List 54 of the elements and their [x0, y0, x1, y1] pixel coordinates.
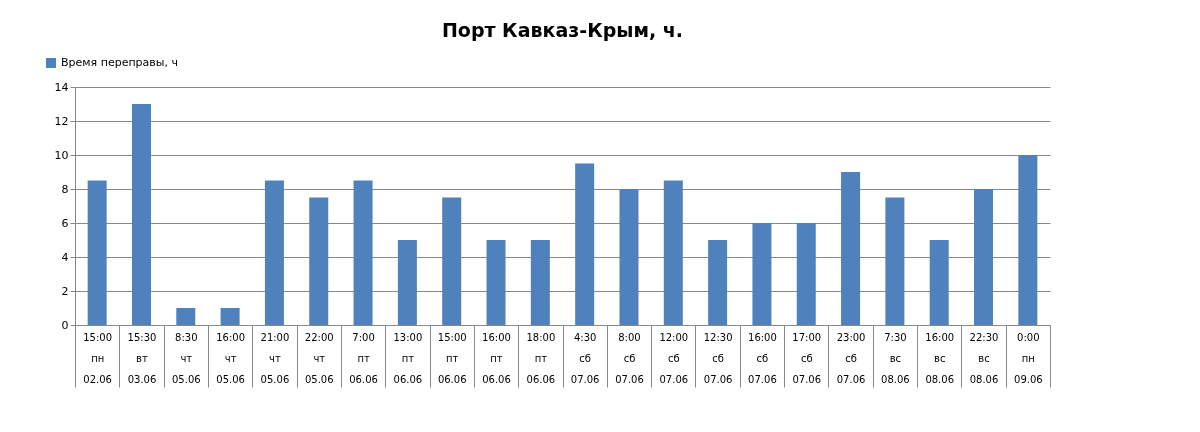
bar [309, 197, 329, 325]
y-tick-label: 6 [61, 216, 69, 230]
y-tick-label: 14 [54, 80, 69, 94]
bar [1018, 155, 1038, 325]
x-tick-label: 16:00 сб 07.06 [748, 331, 777, 385]
x-tick-label: 18:00 пт 06.06 [526, 331, 556, 385]
x-tick-label: 22:00 чт 05.06 [304, 331, 334, 385]
bar [397, 240, 417, 325]
x-tick-label: 21:00 чт 05.06 [260, 331, 290, 385]
x-tick-label: 8:00 сб 07.06 [615, 331, 644, 385]
bar [486, 240, 506, 325]
bar [841, 172, 861, 325]
x-tick-label: 16:00 вс 08.06 [925, 331, 955, 385]
x-tick-label: 8:30 чт 05.06 [171, 331, 201, 385]
bar [619, 189, 639, 325]
x-tick-label: 16:00 пт 06.06 [482, 331, 511, 385]
bar [575, 163, 595, 325]
bar [353, 180, 373, 325]
y-tick-label: 10 [54, 148, 69, 162]
x-tick-label: 16:00 чт 05.06 [216, 331, 246, 385]
bar [264, 180, 284, 325]
bar [176, 308, 196, 325]
y-tick-label: 0 [61, 318, 69, 332]
x-tick-label: 22:30 вс 08.06 [969, 331, 999, 385]
bar [220, 308, 240, 325]
bar [442, 197, 462, 325]
bar [663, 180, 683, 325]
bar [929, 240, 949, 325]
y-tick-label: 2 [61, 284, 69, 298]
bar [974, 189, 994, 325]
bar [885, 197, 905, 325]
x-tick-label: 15:00 пт 06.06 [437, 331, 467, 385]
bar [708, 240, 728, 325]
x-tick-label: 12:00 сб 07.06 [659, 331, 689, 385]
x-tick-label: 13:00 пт 06.06 [393, 331, 423, 385]
bar [530, 240, 550, 325]
y-tick-label: 12 [54, 114, 69, 128]
bar [752, 223, 772, 325]
y-tick-label: 4 [61, 250, 69, 264]
chart-title: Порт Кавказ-Крым, ч. [441, 19, 684, 41]
x-tick-label: 0:00 пн 09.06 [1014, 331, 1043, 385]
x-tick-label: 15:30 вт 03.06 [127, 331, 157, 385]
x-tick-label: 15:00 пн 02.06 [83, 331, 113, 385]
x-tick-label: 17:00 сб 07.06 [792, 331, 822, 385]
x-tick-label: 12:30 сб 07.06 [703, 331, 733, 385]
bar [87, 180, 107, 325]
x-tick-label: 4:30 сб 07.06 [570, 331, 600, 385]
bar [796, 223, 816, 325]
bar [131, 104, 151, 325]
x-tick-label: 7:00 пт 06.06 [349, 331, 378, 385]
y-tick-label: 8 [61, 182, 69, 196]
x-tick-label: 23:00 сб 07.06 [836, 331, 866, 385]
legend-label: Время переправы, ч [61, 56, 178, 69]
x-tick-label: 7:30 вс 08.06 [881, 331, 910, 385]
